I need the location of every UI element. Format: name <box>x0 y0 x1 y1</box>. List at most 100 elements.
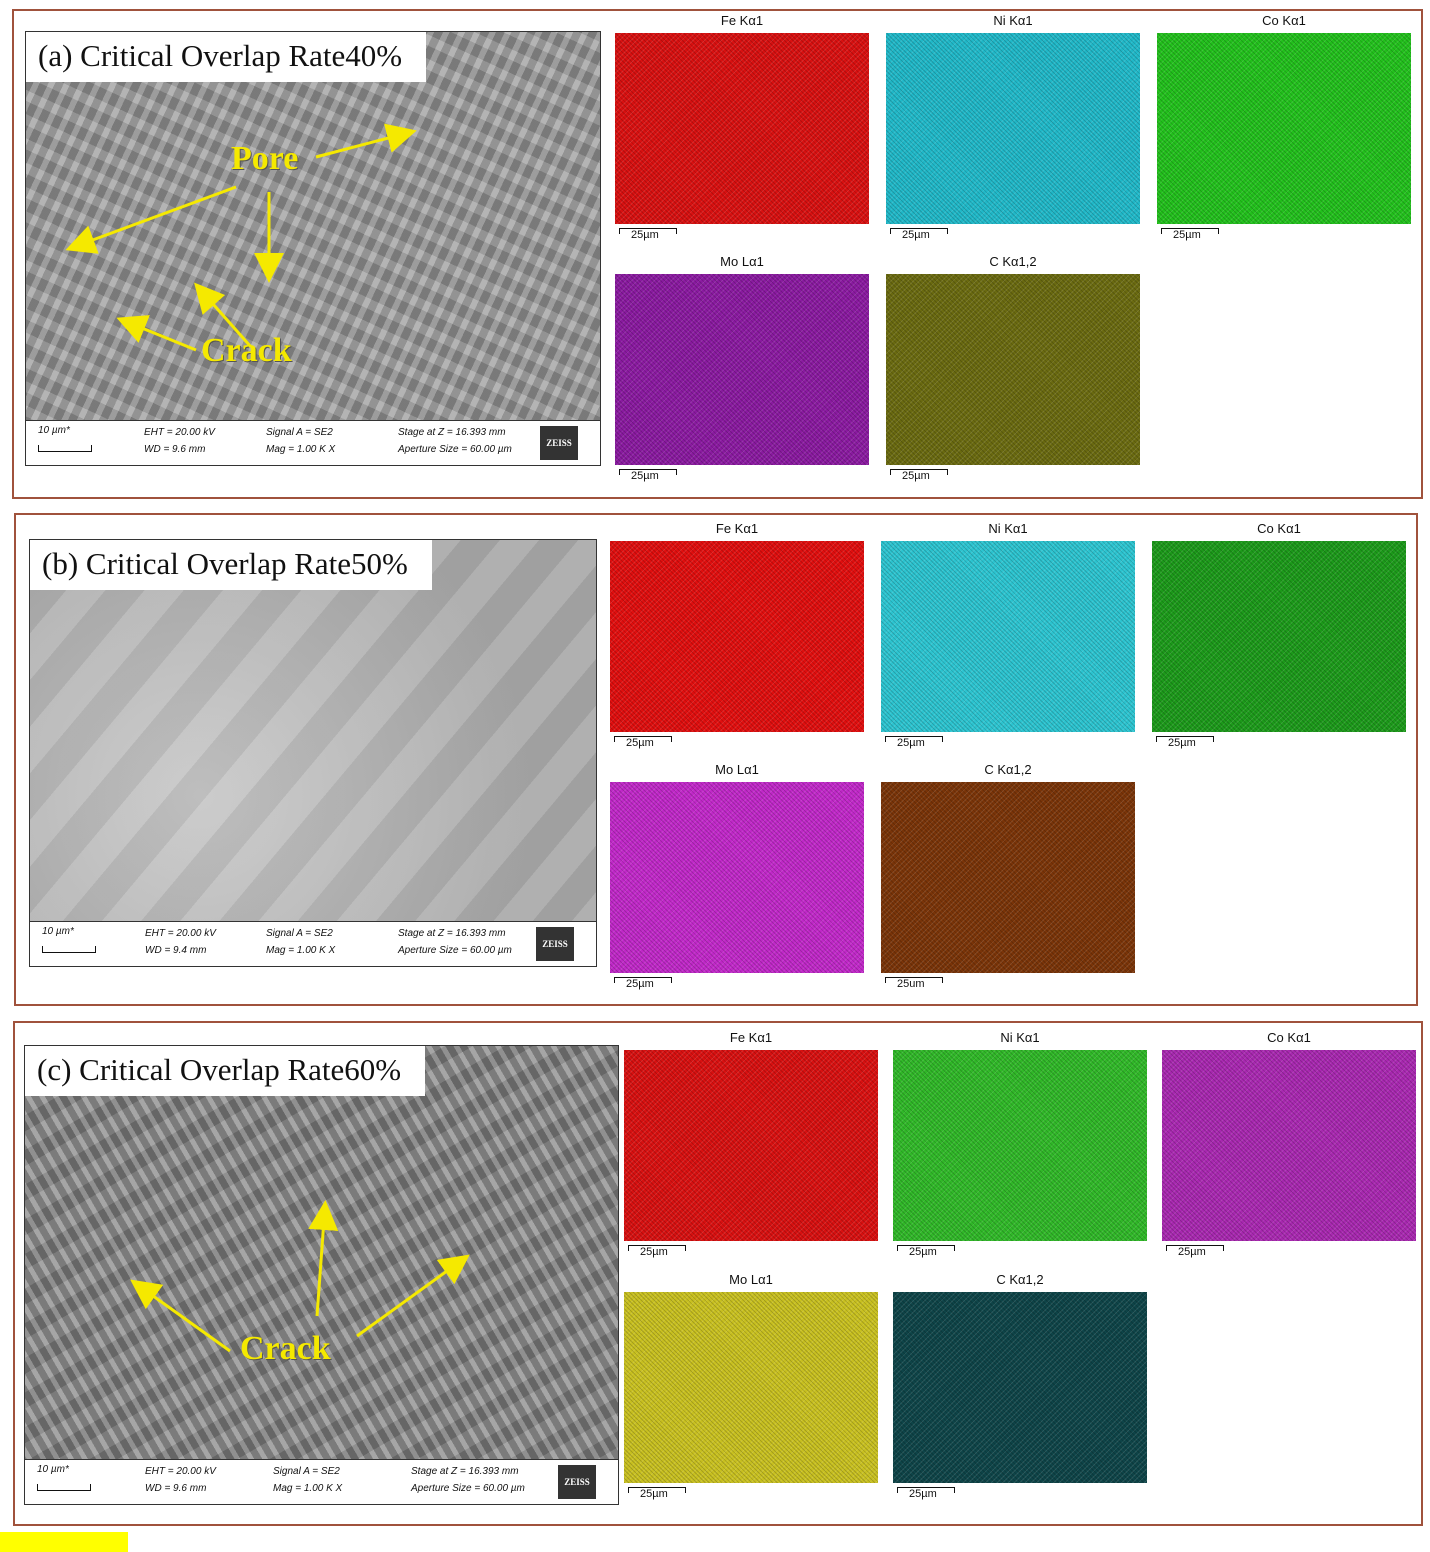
zeiss-logo: ZEISS <box>536 927 574 961</box>
element-map-label: Mo Lα1 <box>729 1272 773 1287</box>
element-map-label: Fe Kα1 <box>729 1030 773 1045</box>
sem-image-b: (b) Critical Overlap Rate50% 10 µm* EHT … <box>29 539 597 967</box>
zeiss-logo: ZEISS <box>540 426 578 460</box>
element-map-image <box>886 274 1140 465</box>
wd-text: WD = 9.4 mm <box>145 945 207 956</box>
element-map-label: Ni Kα1 <box>993 13 1033 28</box>
element-map-label: C Kα1,2 <box>989 254 1037 269</box>
map-scale-label: 25µm <box>902 470 930 482</box>
stage-text: Stage at Z = 16.393 mm <box>398 427 506 438</box>
map-scale-bar <box>614 736 672 742</box>
map-scale-bar <box>890 228 948 234</box>
map-scale-bar <box>1156 736 1214 742</box>
sem-info-bar: 10 µm* EHT = 20.00 kV WD = 9.4 mm Signal… <box>30 921 596 966</box>
element-map-label: Co Kα1 <box>1262 13 1306 28</box>
stage-text: Stage at Z = 16.393 mm <box>411 1466 519 1477</box>
mag-text: Mag = 1.00 K X <box>273 1483 343 1494</box>
map-scale-label: 25µm <box>640 1246 668 1258</box>
signal-text: Signal A = SE2 <box>273 1466 340 1477</box>
map-scale-bar <box>897 1487 955 1493</box>
element-map-label: Mo Lα1 <box>720 254 764 269</box>
scale-label: 10 µm* <box>37 1464 69 1475</box>
aperture-text: Aperture Size = 60.00 µm <box>411 1483 525 1494</box>
map-scale-label: 25µm <box>626 737 654 749</box>
annotation-crack: Crack <box>240 1330 331 1367</box>
scale-bar <box>38 445 92 452</box>
element-map-label: Fe Kα1 <box>715 521 759 536</box>
wd-text: WD = 9.6 mm <box>144 444 206 455</box>
sem-image-c: Crack (c) Critical Overlap Rate60% 10 µm… <box>24 1045 619 1505</box>
map-scale-bar <box>1166 1245 1224 1251</box>
map-scale-bar <box>1161 228 1219 234</box>
element-map-label: Mo Lα1 <box>715 762 759 777</box>
map-scale-label: 25µm <box>631 470 659 482</box>
sem-image-a: Pore Crack (a) Critical Overlap Rate40% … <box>25 31 601 466</box>
scale-bar <box>42 946 96 953</box>
map-scale-label: 25um <box>897 978 925 990</box>
map-scale-label: 25µm <box>1173 229 1201 241</box>
sem-info-bar: 10 µm* EHT = 20.00 kV WD = 9.6 mm Signal… <box>25 1459 618 1504</box>
element-map-label: Fe Kα1 <box>720 13 764 28</box>
map-scale-bar <box>619 228 677 234</box>
mag-text: Mag = 1.00 K X <box>266 444 336 455</box>
scale-bar <box>37 1484 91 1491</box>
sem-info-bar: 10 µm* EHT = 20.00 kV WD = 9.6 mm Signal… <box>26 420 600 465</box>
element-map-image <box>881 541 1135 732</box>
annotation-pore: Pore <box>231 140 299 177</box>
aperture-text: Aperture Size = 60.00 µm <box>398 945 512 956</box>
element-map-image <box>624 1292 878 1483</box>
element-map-label: Co Kα1 <box>1267 1030 1311 1045</box>
panel-title: (c) Critical Overlap Rate60% <box>25 1046 426 1096</box>
map-scale-bar <box>628 1487 686 1493</box>
element-map-label: Co Kα1 <box>1257 521 1301 536</box>
map-scale-bar <box>890 469 948 475</box>
zeiss-logo: ZEISS <box>558 1465 596 1499</box>
annotation-arrows <box>130 1200 470 1353</box>
annotation-arrows <box>65 123 417 352</box>
element-map-label: C Kα1,2 <box>984 762 1032 777</box>
panel-b: (b) Critical Overlap Rate50% 10 µm* EHT … <box>14 513 1418 1006</box>
element-map-image <box>615 274 869 465</box>
panel-title: (b) Critical Overlap Rate50% <box>30 540 432 590</box>
map-scale-bar <box>885 736 943 742</box>
element-map-image <box>893 1050 1147 1241</box>
map-scale-label: 25µm <box>902 229 930 241</box>
eht-text: EHT = 20.00 kV <box>145 1466 216 1477</box>
map-scale-label: 25µm <box>631 229 659 241</box>
element-map-image <box>1162 1050 1416 1241</box>
element-map-image <box>1152 541 1406 732</box>
map-scale-bar <box>619 469 677 475</box>
map-scale-bar <box>885 977 943 983</box>
annotation-crack: Crack <box>201 332 292 369</box>
panel-a: Pore Crack (a) Critical Overlap Rate40% … <box>12 9 1423 499</box>
element-map-image <box>624 1050 878 1241</box>
highlight-mark <box>0 1532 128 1552</box>
element-map-image <box>893 1292 1147 1483</box>
signal-text: Signal A = SE2 <box>266 427 333 438</box>
signal-text: Signal A = SE2 <box>266 928 333 939</box>
map-scale-label: 25µm <box>909 1246 937 1258</box>
element-map-image <box>881 782 1135 973</box>
aperture-text: Aperture Size = 60.00 µm <box>398 444 512 455</box>
element-map-label: C Kα1,2 <box>996 1272 1044 1287</box>
panel-c: Crack (c) Critical Overlap Rate60% 10 µm… <box>13 1021 1423 1526</box>
map-scale-bar <box>628 1245 686 1251</box>
element-map-image <box>610 782 864 973</box>
map-scale-label: 25µm <box>640 1488 668 1500</box>
element-map-image <box>1157 33 1411 224</box>
panel-title: (a) Critical Overlap Rate40% <box>26 32 427 82</box>
eht-text: EHT = 20.00 kV <box>145 928 216 939</box>
eht-text: EHT = 20.00 kV <box>144 427 215 438</box>
element-map-label: Ni Kα1 <box>1000 1030 1040 1045</box>
map-scale-label: 25µm <box>1178 1246 1206 1258</box>
map-scale-label: 25µm <box>626 978 654 990</box>
wd-text: WD = 9.6 mm <box>145 1483 207 1494</box>
element-map-image <box>610 541 864 732</box>
scale-label: 10 µm* <box>42 926 74 937</box>
element-map-image <box>615 33 869 224</box>
map-scale-bar <box>897 1245 955 1251</box>
map-scale-label: 25µm <box>909 1488 937 1500</box>
scale-label: 10 µm* <box>38 425 70 436</box>
map-scale-label: 25µm <box>897 737 925 749</box>
map-scale-bar <box>614 977 672 983</box>
